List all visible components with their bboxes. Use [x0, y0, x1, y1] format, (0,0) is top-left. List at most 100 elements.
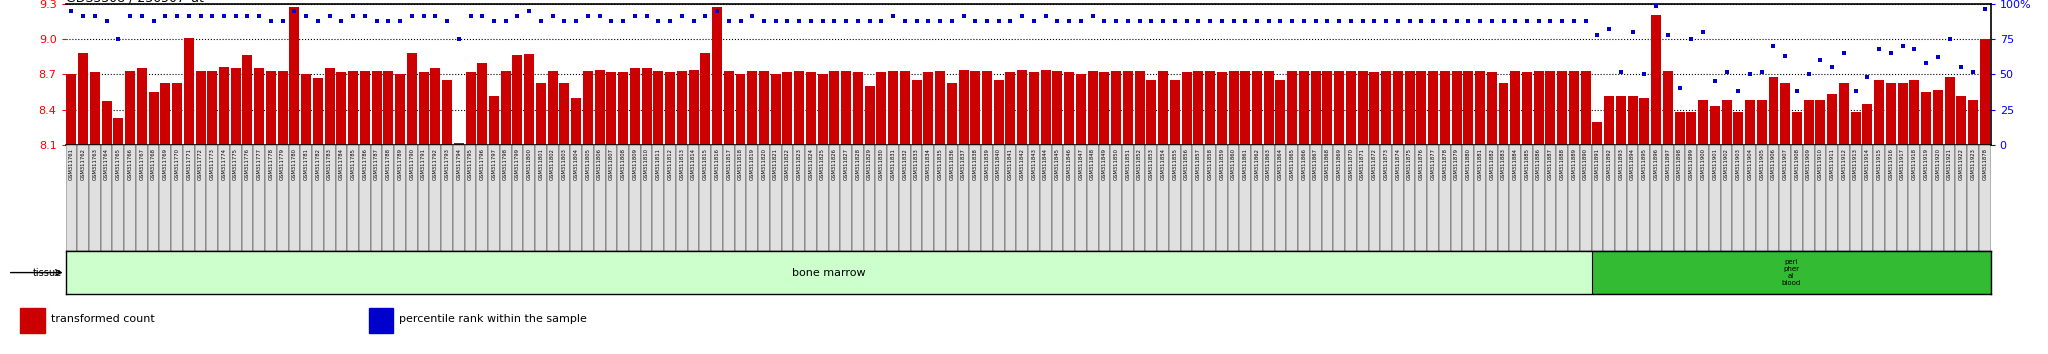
- Bar: [795, 71, 805, 145]
- Point: [266, 18, 299, 23]
- FancyBboxPatch shape: [852, 145, 864, 251]
- Point: [1628, 72, 1661, 77]
- Bar: [1229, 71, 1239, 145]
- Bar: [748, 71, 758, 145]
- FancyBboxPatch shape: [1110, 145, 1122, 251]
- Point: [231, 13, 264, 19]
- Point: [559, 18, 592, 23]
- Text: GSM311865: GSM311865: [1290, 148, 1294, 180]
- Bar: [735, 74, 745, 145]
- Point: [1053, 18, 1085, 23]
- Text: GSM311771: GSM311771: [186, 148, 190, 180]
- Text: GSM311844: GSM311844: [1042, 148, 1049, 180]
- Text: GSM311821: GSM311821: [774, 148, 778, 180]
- Point: [584, 13, 616, 19]
- Text: GSM311783: GSM311783: [328, 148, 332, 180]
- Bar: [1909, 80, 1919, 145]
- Point: [877, 13, 909, 19]
- Point: [1933, 36, 1966, 42]
- Point: [864, 18, 897, 23]
- Bar: [1346, 71, 1356, 145]
- FancyBboxPatch shape: [1380, 145, 1393, 251]
- Text: GSM311913: GSM311913: [1853, 148, 1858, 180]
- Point: [197, 13, 229, 19]
- Bar: [1370, 72, 1380, 145]
- Bar: [1499, 82, 1509, 145]
- Bar: [1569, 71, 1579, 145]
- Bar: [369, 308, 393, 333]
- FancyBboxPatch shape: [1063, 145, 1075, 251]
- Text: GSM311791: GSM311791: [422, 148, 426, 180]
- Text: GSM311813: GSM311813: [680, 148, 684, 180]
- FancyBboxPatch shape: [1251, 145, 1264, 251]
- Bar: [160, 82, 170, 145]
- Bar: [1556, 71, 1567, 145]
- Point: [1135, 18, 1167, 23]
- Point: [911, 18, 944, 23]
- Text: GSM311872: GSM311872: [1372, 148, 1376, 180]
- Text: GSM311815: GSM311815: [702, 148, 709, 180]
- Text: GSM311808: GSM311808: [621, 148, 625, 180]
- FancyBboxPatch shape: [1978, 145, 1991, 251]
- Text: GSM311848: GSM311848: [1090, 148, 1096, 180]
- Point: [1077, 13, 1110, 19]
- Point: [1464, 18, 1497, 23]
- Bar: [606, 72, 616, 145]
- FancyBboxPatch shape: [946, 145, 958, 251]
- FancyBboxPatch shape: [559, 145, 569, 251]
- FancyBboxPatch shape: [1298, 145, 1311, 251]
- Point: [1382, 18, 1415, 23]
- Text: GSM311793: GSM311793: [444, 148, 451, 180]
- Point: [1769, 53, 1802, 59]
- Point: [90, 18, 123, 23]
- Text: GSM311890: GSM311890: [1583, 148, 1587, 180]
- Point: [1147, 18, 1180, 23]
- FancyBboxPatch shape: [1333, 145, 1346, 251]
- Point: [770, 18, 803, 23]
- FancyBboxPatch shape: [1028, 145, 1040, 251]
- Text: GSM311790: GSM311790: [410, 148, 414, 180]
- FancyBboxPatch shape: [1145, 145, 1157, 251]
- Point: [795, 18, 827, 23]
- Text: GSM311817: GSM311817: [727, 148, 731, 180]
- Bar: [371, 71, 381, 145]
- Text: GSM311837: GSM311837: [961, 148, 967, 180]
- Bar: [1028, 72, 1038, 145]
- Point: [373, 18, 406, 23]
- Bar: [1757, 100, 1767, 145]
- Bar: [1815, 100, 1825, 145]
- Bar: [653, 71, 664, 145]
- FancyBboxPatch shape: [770, 145, 782, 251]
- Point: [1710, 69, 1743, 74]
- Text: GSM311764: GSM311764: [104, 148, 109, 180]
- Point: [1358, 18, 1391, 23]
- Point: [160, 13, 193, 19]
- Point: [115, 13, 147, 19]
- Point: [1956, 69, 1989, 74]
- Point: [336, 13, 369, 19]
- Bar: [1604, 96, 1614, 145]
- FancyBboxPatch shape: [1415, 145, 1427, 251]
- FancyBboxPatch shape: [182, 145, 195, 251]
- Bar: [1862, 104, 1872, 145]
- Text: GSM311900: GSM311900: [1700, 148, 1706, 180]
- Bar: [666, 72, 676, 145]
- Point: [1733, 72, 1765, 77]
- FancyBboxPatch shape: [1884, 145, 1896, 251]
- FancyBboxPatch shape: [993, 145, 1006, 251]
- Point: [1817, 64, 1849, 70]
- Text: GSM311860: GSM311860: [1231, 148, 1237, 180]
- Text: GSM311883: GSM311883: [1501, 148, 1505, 180]
- Text: GSM311832: GSM311832: [903, 148, 907, 180]
- FancyBboxPatch shape: [1862, 145, 1874, 251]
- Text: GSM311786: GSM311786: [362, 148, 367, 180]
- Text: GSM311846: GSM311846: [1067, 148, 1071, 180]
- Text: GSM311806: GSM311806: [598, 148, 602, 180]
- Point: [420, 13, 453, 19]
- FancyBboxPatch shape: [922, 145, 934, 251]
- Text: GSM311814: GSM311814: [690, 148, 696, 180]
- Bar: [1509, 71, 1520, 145]
- FancyBboxPatch shape: [1544, 145, 1556, 251]
- Point: [1100, 18, 1133, 23]
- Text: GSM311827: GSM311827: [844, 148, 848, 180]
